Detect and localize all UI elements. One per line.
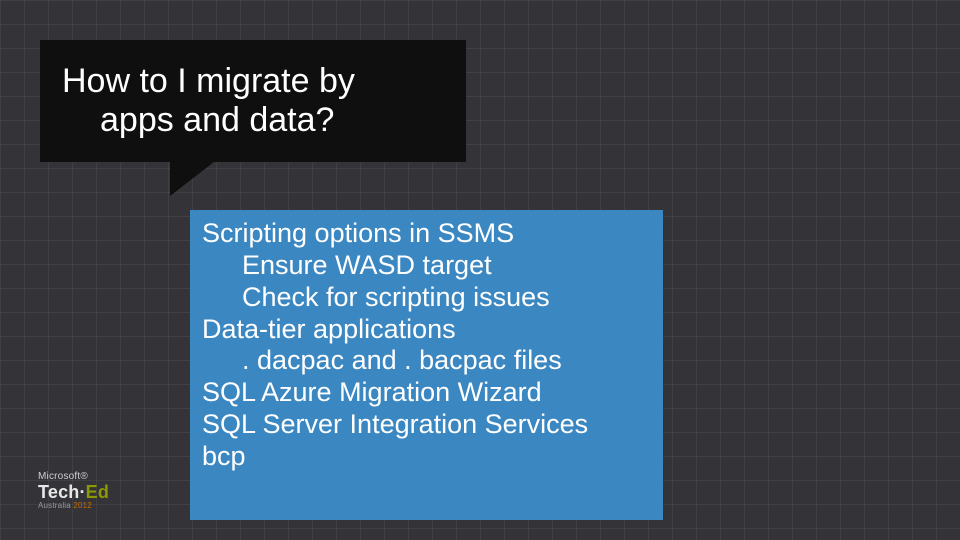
content-line: Ensure WASD target [202, 250, 647, 282]
content-line: Check for scripting issues [202, 282, 647, 314]
content-line: . dacpac and . bacpac files [202, 345, 647, 377]
logo-brand-b: Ed [86, 482, 109, 502]
title-speech-bubble: How to I migrate by apps and data? [40, 40, 466, 162]
content-panel: Scripting options in SSMS Ensure WASD ta… [190, 210, 663, 520]
content-line: SQL Server Integration Services [202, 409, 647, 441]
logo-brand-a: Tech· [38, 482, 86, 502]
content-line: bcp [202, 441, 647, 473]
logo-sub-a: Australia [38, 501, 73, 510]
content-line: Data-tier applications [202, 314, 647, 346]
logo-sub-b: 2012 [73, 501, 92, 510]
content-line: Scripting options in SSMS [202, 218, 647, 250]
logo-microsoft: Microsoft® [38, 472, 109, 482]
slide-stage: How to I migrate by apps and data? Scrip… [0, 0, 960, 540]
logo-teched: Tech·Ed [38, 483, 109, 501]
title-line-1: How to I migrate by [62, 62, 442, 101]
content-line: SQL Azure Migration Wizard [202, 377, 647, 409]
speech-bubble-tail-icon [170, 162, 214, 196]
logo-subtitle: Australia 2012 [38, 502, 109, 510]
title-line-2: apps and data? [62, 101, 442, 140]
footer-logo: Microsoft® Tech·Ed Australia 2012 [38, 472, 109, 510]
